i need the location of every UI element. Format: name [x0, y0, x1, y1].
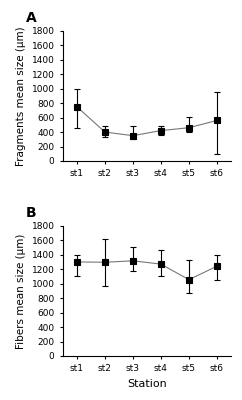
X-axis label: Station: Station: [127, 379, 167, 389]
Y-axis label: Fibers mean size (μm): Fibers mean size (μm): [16, 233, 26, 348]
Text: A: A: [26, 12, 37, 26]
Y-axis label: Fragments mean size (μm): Fragments mean size (μm): [16, 26, 26, 166]
Text: B: B: [26, 206, 37, 220]
